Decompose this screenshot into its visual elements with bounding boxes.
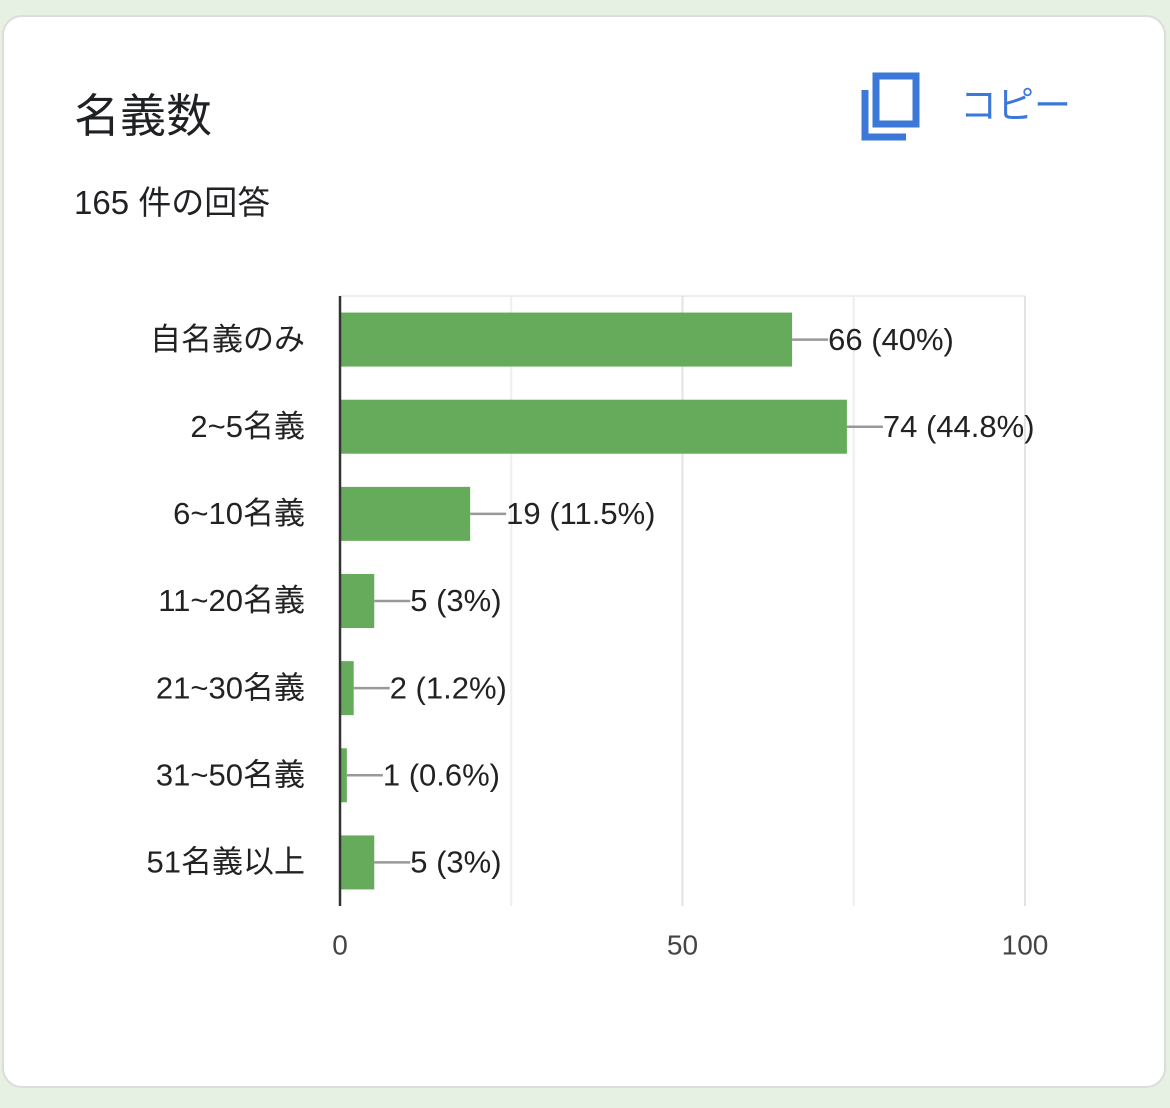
copy-button[interactable]: コピー <box>860 72 1071 142</box>
bar <box>340 486 471 541</box>
subtitle: 165 件の回答 <box>74 184 271 221</box>
bar <box>340 835 375 890</box>
y-tick-label: 31~50名義 <box>156 757 305 792</box>
data-label: 66 (40%) <box>828 322 954 357</box>
x-tick-label: 0 <box>332 929 348 960</box>
y-tick-label: 21~30名義 <box>156 670 305 705</box>
y-tick-label: 2~5名義 <box>190 409 305 444</box>
bar <box>340 399 847 454</box>
card <box>2 15 1166 1088</box>
data-label: 74 (44.8%) <box>883 409 1035 444</box>
x-tick-label: 50 <box>667 929 698 960</box>
y-tick-label: 自名義のみ <box>150 322 305 357</box>
bar <box>340 574 375 628</box>
data-label: 1 (0.6%) <box>383 757 500 792</box>
data-label: 5 (3%) <box>410 583 501 618</box>
y-tick-label: 11~20名義 <box>158 583 305 618</box>
bar <box>340 748 347 803</box>
y-tick-label: 51名義以上 <box>147 845 305 880</box>
copy-label[interactable]: コピー <box>960 85 1071 126</box>
bar <box>340 312 793 367</box>
data-label: 5 (3%) <box>410 845 501 880</box>
y-tick-label: 6~10名義 <box>173 496 305 531</box>
copy-icon <box>861 72 920 141</box>
x-tick-label: 100 <box>1002 929 1049 960</box>
title: 名義数 <box>74 90 212 142</box>
bar <box>340 661 354 716</box>
data-label: 2 (1.2%) <box>390 670 507 705</box>
data-label: 19 (11.5%) <box>506 496 655 531</box>
